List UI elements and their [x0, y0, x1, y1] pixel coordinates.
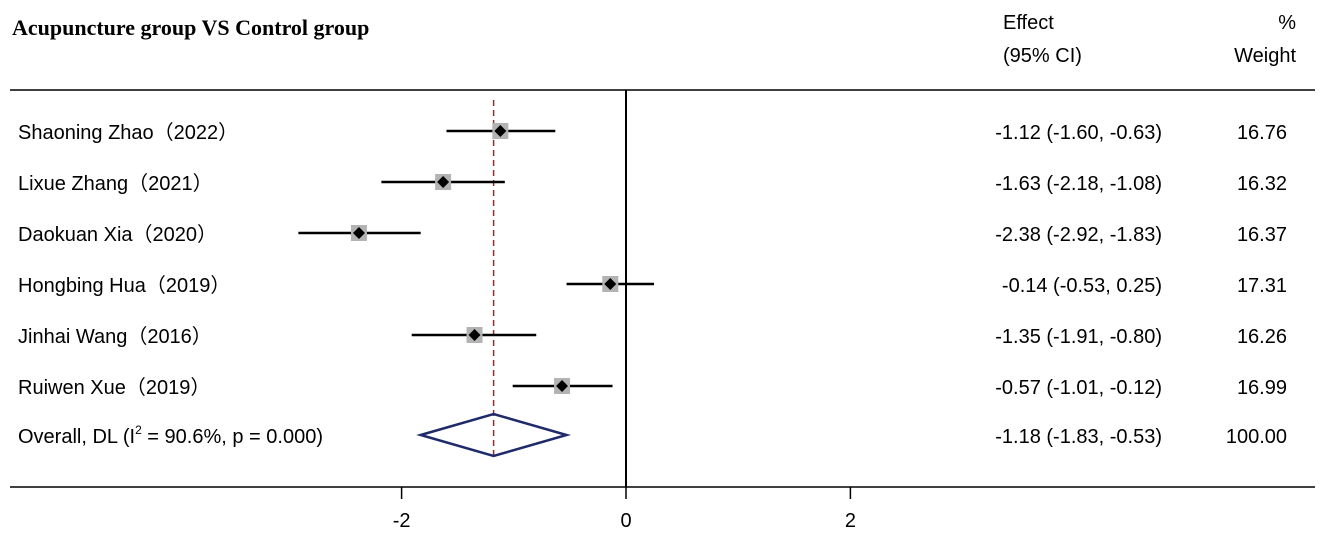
point-estimate	[556, 380, 569, 392]
study-label: Hongbing Hua（2019）	[18, 274, 230, 297]
study-label: Ruiwen Xue（2019）	[18, 376, 210, 399]
overall-weight-value: 100.00	[1226, 426, 1287, 448]
ci-column-header: (95% CI)	[1003, 45, 1082, 67]
overall-label: Overall, DL (I2 = 90.6%, p = 0.000)	[18, 423, 323, 448]
study-label: Shaoning Zhao（2022）	[18, 121, 238, 144]
weight-value: 16.99	[1237, 377, 1287, 399]
overall-effect-value: -1.18 (-1.83, -0.53)	[995, 426, 1162, 448]
weight-value: 17.31	[1237, 275, 1287, 297]
weight-percent-header: %	[1278, 12, 1296, 34]
point-estimate	[494, 125, 507, 137]
effect-value: -0.57 (-1.01, -0.12)	[995, 377, 1162, 399]
overall-diamond	[416, 412, 572, 458]
weight-column-header: Weight	[1234, 45, 1296, 67]
axis-tick-label: 0	[620, 510, 631, 532]
weight-value: 16.26	[1237, 326, 1287, 348]
chart-title: Acupuncture group VS Control group	[12, 15, 369, 40]
axis-tick-label: 2	[845, 510, 856, 532]
effect-value: -1.12 (-1.60, -0.63)	[995, 122, 1162, 144]
point-estimate	[437, 176, 450, 188]
effect-value: -0.14 (-0.53, 0.25)	[1002, 275, 1162, 297]
effect-value: -1.63 (-2.18, -1.08)	[995, 173, 1162, 195]
study-label: Daokuan Xia（2020）	[18, 223, 217, 246]
effect-column-header: Effect	[1003, 12, 1054, 34]
weight-value: 16.32	[1237, 173, 1287, 195]
study-label: Lixue Zhang（2021）	[18, 172, 213, 195]
weight-value: 16.37	[1237, 224, 1287, 246]
point-estimate	[468, 329, 481, 341]
effect-value: -1.35 (-1.91, -0.80)	[995, 326, 1162, 348]
study-label: Jinhai Wang（2016）	[18, 325, 212, 348]
point-estimate	[352, 227, 365, 239]
effect-value: -2.38 (-2.92, -1.83)	[995, 224, 1162, 246]
axis-tick-label: -2	[393, 510, 411, 532]
weight-value: 16.76	[1237, 122, 1287, 144]
point-estimate	[604, 278, 617, 290]
